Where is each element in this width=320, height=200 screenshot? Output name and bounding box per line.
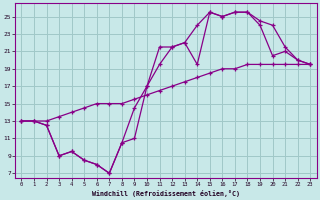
X-axis label: Windchill (Refroidissement éolien,°C): Windchill (Refroidissement éolien,°C) xyxy=(92,190,240,197)
